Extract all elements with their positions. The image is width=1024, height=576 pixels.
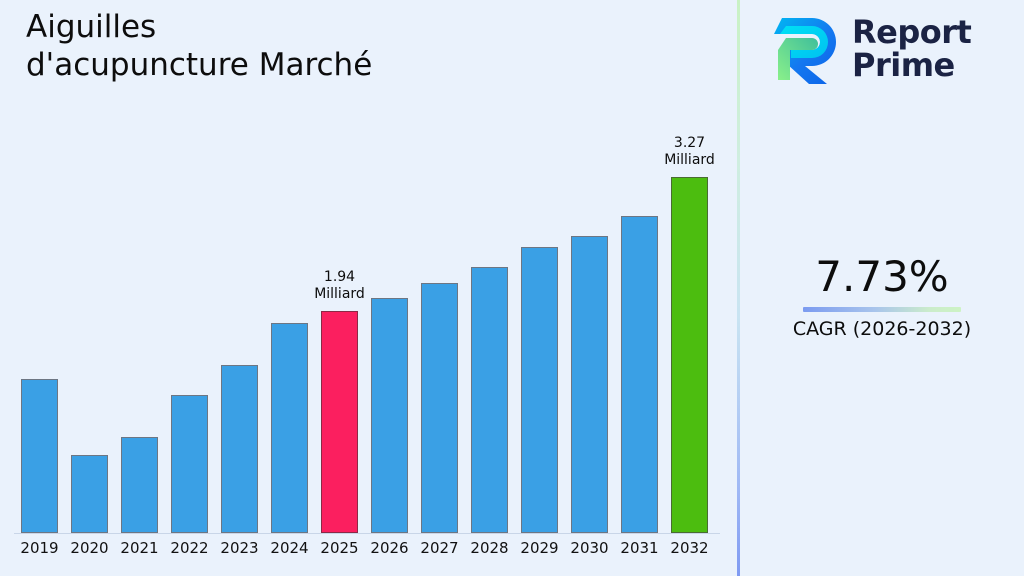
x-tick-2030: 2030 [570,539,609,557]
bar-2021 [121,437,158,533]
bar-2032 [671,177,708,533]
bar-2023 [221,365,258,533]
x-tick-2020: 2020 [70,539,109,557]
bar-value-label-2025: 1.94 Milliard [314,269,365,302]
x-axis-line [14,533,720,534]
x-tick-2031: 2031 [620,539,659,557]
cagr-caption: CAGR (2026-2032) [792,318,972,340]
x-tick-2026: 2026 [370,539,409,557]
bar-2028 [471,267,508,533]
x-tick-2021: 2021 [120,539,159,557]
x-tick-2025: 2025 [320,539,359,557]
bar-2029 [521,247,558,533]
brand-logo: Report Prime [768,12,972,86]
side-panel: Report Prime 7.73% CAGR (2026-2032) [740,0,1024,576]
bar-2026 [371,298,408,533]
brand-name: Report Prime [852,13,972,84]
bar-2020 [71,455,108,533]
bar-2022 [171,395,208,533]
cagr-value: 7.73% [815,252,949,301]
bar-2031 [621,216,658,533]
x-tick-2029: 2029 [520,539,559,557]
panel-divider [737,0,740,576]
bar-value-label-2032: 3.27 Milliard [664,135,715,168]
bar-chart: 1.94 Milliard 3.27 Milliard 2019 2020 2021 2… [14,135,720,557]
bar-series [21,177,708,533]
bar-2030 [571,236,608,533]
x-tick-2023: 2023 [220,539,259,557]
report-prime-r-logo-icon [768,12,840,86]
x-tick-2019: 2019 [20,539,59,557]
x-tick-2028: 2028 [470,539,509,557]
bar-2027 [421,283,458,533]
cagr-block: 7.73% CAGR (2026-2032) [740,252,1024,342]
x-tick-2027: 2027 [420,539,459,557]
cagr-divider-rule [803,307,961,312]
page-title: Aiguilles d'acupuncture Marché [26,9,373,83]
x-tick-2024: 2024 [270,539,309,557]
bar-2024 [271,323,308,533]
bar-2019 [21,379,58,533]
bar-2025 [321,311,358,533]
x-tick-2032: 2032 [670,539,709,557]
x-tick-2022: 2022 [170,539,209,557]
